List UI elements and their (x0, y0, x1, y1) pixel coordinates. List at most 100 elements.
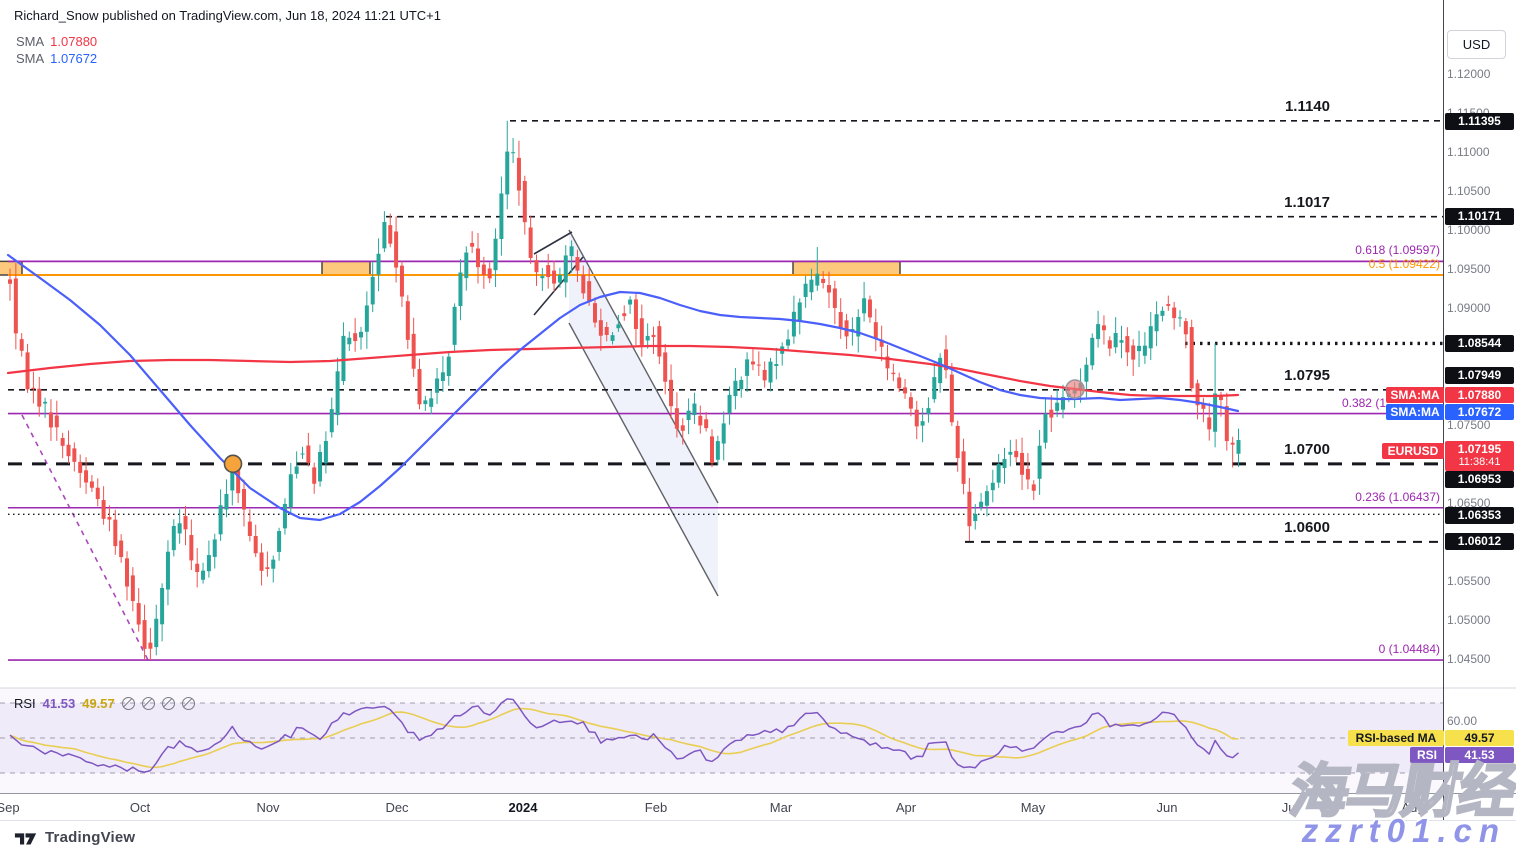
candle-body (353, 333, 358, 342)
flag-trendline (533, 231, 573, 255)
candle-body (458, 272, 463, 307)
candle-body (1113, 332, 1118, 348)
candle-body (745, 359, 750, 376)
candle-body (879, 339, 884, 347)
candle-body (288, 474, 293, 508)
candle-body (862, 298, 867, 314)
candle-body (89, 481, 94, 488)
candle-body (107, 516, 112, 520)
candle-body (60, 438, 65, 446)
candle-body (282, 503, 287, 529)
candle-body (230, 463, 235, 491)
candle-body (1213, 393, 1218, 432)
candle-body (733, 380, 738, 397)
candle-body (581, 274, 586, 294)
candle-body (967, 491, 972, 527)
candle-body (476, 248, 480, 268)
candle-body (142, 620, 147, 649)
dashed-trendline (21, 414, 149, 661)
candle-body (1166, 304, 1171, 306)
rsi-settings-icon[interactable] (141, 697, 155, 710)
candle-body (891, 372, 896, 375)
candle-body (557, 274, 562, 283)
candle-body (715, 441, 720, 460)
candle-body (651, 334, 656, 338)
candle-body (1031, 484, 1036, 491)
candle-body (247, 521, 252, 537)
candle-body (31, 387, 36, 390)
candle-body (721, 423, 726, 444)
candle-body (1189, 327, 1194, 389)
candle-body (809, 279, 814, 293)
candle-body (119, 540, 124, 558)
candle-body (300, 453, 305, 455)
candle-body (435, 378, 440, 393)
candle-body (949, 374, 954, 423)
candle-body (897, 377, 902, 389)
candle-body (856, 317, 861, 337)
candle-body (791, 311, 796, 337)
candle-body (803, 283, 808, 297)
tradingview-brand[interactable]: TradingView (14, 829, 135, 846)
candle-body (236, 468, 241, 494)
candle-body (388, 225, 393, 244)
candle-body (1096, 324, 1101, 340)
candle-body (1137, 345, 1142, 352)
candle-body (710, 436, 714, 463)
candle-body (277, 531, 282, 552)
candle-body (423, 400, 428, 405)
candle-body (148, 642, 153, 649)
currency-unit-button[interactable]: USD (1447, 30, 1506, 59)
rsi-visibility-icon[interactable] (121, 697, 135, 710)
candle-body (996, 464, 1001, 483)
candle-body (376, 253, 381, 275)
rsi-legend[interactable]: RSI 41.53 49.57 (14, 696, 195, 711)
candle-body (341, 335, 346, 382)
candle-body (663, 352, 668, 382)
candle-body (598, 320, 603, 336)
candle-body (727, 394, 732, 413)
candle-body (19, 339, 24, 351)
candle-body (633, 299, 638, 329)
candle-body (973, 513, 978, 522)
rsi-more-icon[interactable] (181, 697, 195, 710)
supply-zone-box (792, 260, 901, 276)
candle-body (306, 445, 311, 463)
candle-body (48, 412, 53, 428)
candle-body (37, 388, 42, 407)
candle-body (990, 482, 995, 491)
candle-body (1154, 314, 1159, 332)
candle-body (645, 335, 650, 341)
candle-body (265, 567, 270, 570)
candle-body (1055, 402, 1060, 411)
candle-body (1183, 321, 1188, 335)
candle-body (838, 312, 843, 328)
candle-body (827, 285, 831, 293)
candle-body (961, 451, 966, 484)
candle-body (1061, 397, 1065, 410)
candle-body (1236, 440, 1241, 454)
candle-body (511, 152, 516, 154)
candlestick-series (8, 120, 1241, 661)
candle-body (1207, 417, 1212, 430)
candle-body (206, 555, 211, 572)
candle-body (312, 467, 317, 484)
rsi-delete-icon[interactable] (161, 697, 175, 710)
candle-body (786, 339, 791, 346)
candle-body (499, 193, 504, 240)
candle-body (797, 302, 802, 322)
candle-body (1008, 451, 1013, 455)
candle-body (657, 326, 662, 357)
candle-body (926, 408, 931, 414)
candle-body (171, 525, 176, 551)
candle-body (1148, 326, 1153, 349)
candle-body (955, 425, 960, 459)
rsi-value: 41.53 (42, 696, 76, 711)
candle-body (540, 276, 545, 279)
candle-body (908, 397, 913, 409)
candle-body (522, 180, 527, 223)
candle-body (160, 587, 165, 625)
candle-body (394, 231, 399, 268)
